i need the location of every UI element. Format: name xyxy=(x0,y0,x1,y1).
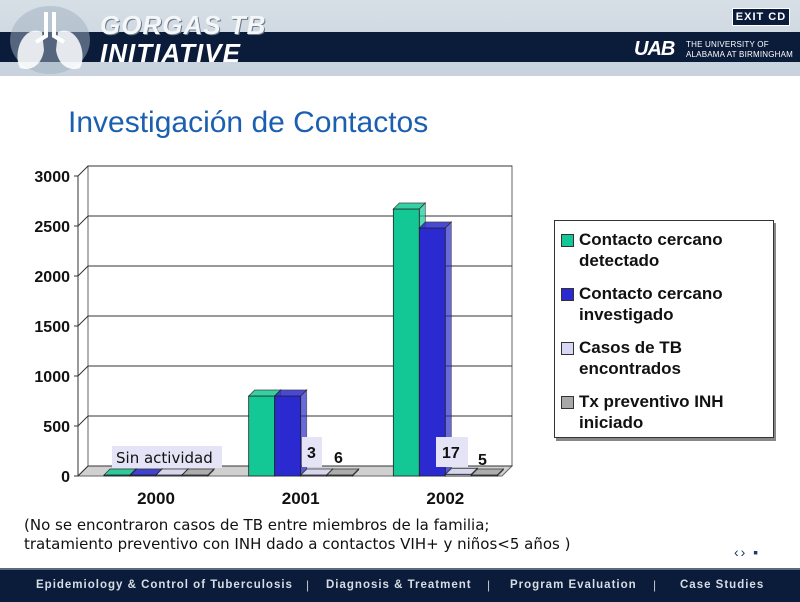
bar-0-2001 xyxy=(248,395,276,477)
legend-label-detected: Contacto cercano detectado xyxy=(579,230,723,270)
label-cases-2002-bg xyxy=(436,437,468,467)
y-tick-label: 1000 xyxy=(34,369,70,386)
legend-swatch-investigated xyxy=(561,288,574,301)
label-inh-2001: 6 xyxy=(334,450,343,467)
y-tick-label: 0 xyxy=(61,469,70,486)
x-tick-label: 2000 xyxy=(137,489,175,508)
label-inh-2002: 5 xyxy=(478,452,487,469)
footer-separator: | xyxy=(653,578,657,592)
brand-subtitle: INITIATIVE xyxy=(100,38,241,68)
gridline xyxy=(77,265,512,277)
uab-name-line1: THE UNIVERSITY OF xyxy=(686,40,769,49)
uab-mark: UAB xyxy=(634,38,675,60)
footer-separator: | xyxy=(487,578,491,592)
lungs-logo-icon xyxy=(6,2,94,76)
gridline xyxy=(77,315,512,327)
uab-name-line2: ALABAMA AT BIRMINGHAM xyxy=(686,50,794,59)
bar-0-2002 xyxy=(392,208,420,477)
label-cases-2001: 3 xyxy=(307,445,316,462)
label-cases-2002: 17 xyxy=(442,445,460,462)
y-tick-label: 3000 xyxy=(34,169,70,186)
label-no-activity-bg xyxy=(112,446,222,468)
legend-label-inh: Tx preventivo INH iniciado xyxy=(579,392,724,432)
label-no-activity: Sin actividad xyxy=(116,449,213,467)
legend-swatch-detected xyxy=(561,234,574,247)
legend-swatch-inh xyxy=(561,396,574,409)
y-tick-label: 500 xyxy=(43,419,70,436)
x-tick-label: 2002 xyxy=(426,489,464,508)
footer-link-epidemiology[interactable]: Epidemiology & Control of Tuberculosis xyxy=(36,579,293,591)
brand-title: GORGAS TB xyxy=(100,10,267,40)
gridline xyxy=(77,165,512,177)
gridline xyxy=(77,215,512,227)
footer-nav: Epidemiology & Control of Tuberculosis |… xyxy=(0,568,800,602)
bar-chart: 0 500 1000 1500 2000 2500 3000 2000 2001 2002 Sin … xyxy=(34,165,514,508)
slide-title: Investigación de Contactos xyxy=(68,106,429,139)
chart-legend: Contacto cercano detectado Contacto cerc… xyxy=(554,220,774,438)
bar-side-3-2002 xyxy=(496,468,504,477)
label-cases-2001-bg xyxy=(302,437,322,467)
footnote-line1: (No se encontraron casos de TB entre mie… xyxy=(24,516,490,534)
footnote-line2: tratamiento preventivo con INH dado a co… xyxy=(24,535,571,553)
nav-arrows-icon[interactable]: ‹› ▪ xyxy=(734,544,761,560)
legend-label-investigated: Contacto cercano investigado xyxy=(579,284,723,324)
legend-label-cases: Casos de TB encontrados xyxy=(579,338,682,378)
header-bar xyxy=(0,32,800,62)
bar-side-3-2000 xyxy=(207,468,215,477)
exit-button[interactable]: EXIT CD xyxy=(732,8,790,26)
footer-separator: | xyxy=(306,578,310,592)
footnote: (No se encontraron casos de TB entre mie… xyxy=(24,516,570,554)
x-tick-label: 2001 xyxy=(282,489,320,508)
footer-link-case-studies[interactable]: Case Studies xyxy=(680,579,765,591)
gridline xyxy=(77,365,512,377)
gridline xyxy=(77,415,512,427)
bar-1-2001 xyxy=(274,395,302,477)
header: GORGAS TB INITIATIVE EXIT CD UAB THE UNI… xyxy=(0,0,800,76)
legend-swatch-cases xyxy=(561,342,574,355)
bar-1-2002 xyxy=(418,227,446,477)
y-tick-label: 2500 xyxy=(34,219,70,236)
gridline xyxy=(77,465,512,477)
footer-link-program-evaluation[interactable]: Program Evaluation xyxy=(510,579,637,591)
footer-link-diagnosis[interactable]: Diagnosis & Treatment xyxy=(326,579,472,591)
bar-side-3-2001 xyxy=(352,468,360,477)
y-tick-label: 1500 xyxy=(34,319,70,336)
y-tick-label: 2000 xyxy=(34,269,70,286)
